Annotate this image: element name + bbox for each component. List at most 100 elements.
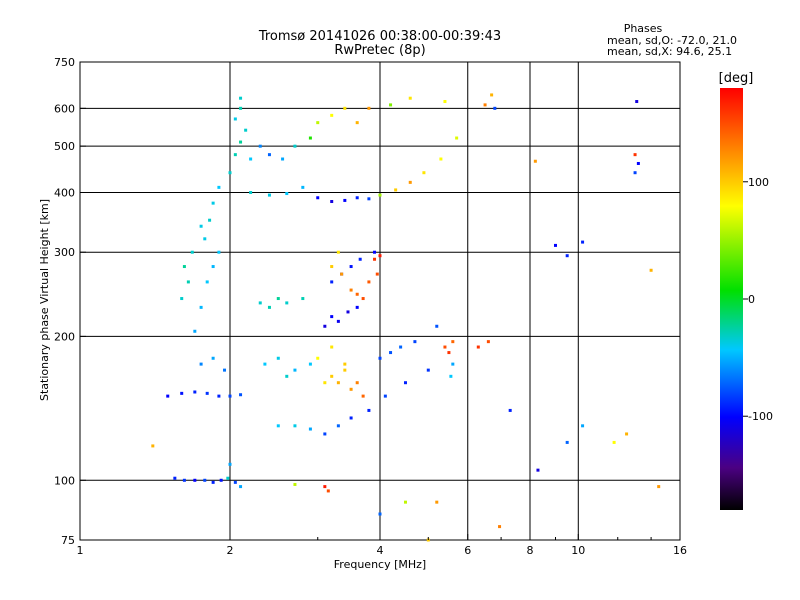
y-tick-label: 750 bbox=[54, 56, 75, 69]
data-point bbox=[378, 356, 382, 360]
data-point bbox=[258, 301, 262, 305]
data-point bbox=[308, 427, 312, 431]
data-point bbox=[217, 185, 221, 189]
data-point bbox=[649, 268, 653, 272]
data-point bbox=[217, 250, 221, 254]
phase-info-line-x: mean, sd,X: 94.6, 25.1 bbox=[607, 45, 732, 58]
data-point bbox=[239, 140, 243, 144]
data-point bbox=[343, 198, 347, 202]
data-point bbox=[343, 106, 347, 110]
data-point bbox=[336, 424, 340, 428]
data-point bbox=[330, 200, 334, 204]
data-point bbox=[293, 144, 297, 148]
data-point bbox=[182, 478, 186, 482]
data-point bbox=[285, 192, 289, 196]
data-point bbox=[636, 161, 640, 165]
data-point bbox=[249, 157, 253, 161]
data-point bbox=[373, 257, 377, 261]
data-point bbox=[239, 106, 243, 110]
data-point bbox=[439, 157, 443, 161]
data-point bbox=[199, 362, 203, 366]
data-point bbox=[330, 374, 334, 378]
data-point bbox=[399, 345, 403, 349]
data-point bbox=[276, 424, 280, 428]
data-point bbox=[301, 185, 305, 189]
data-point bbox=[565, 440, 569, 444]
data-point bbox=[451, 340, 455, 344]
data-point bbox=[378, 254, 382, 258]
data-point bbox=[208, 218, 212, 222]
data-point bbox=[355, 121, 359, 125]
data-point bbox=[239, 393, 243, 397]
data-point bbox=[389, 103, 393, 107]
x-tick-label: 6 bbox=[464, 544, 471, 557]
data-point bbox=[267, 153, 271, 157]
data-point bbox=[483, 103, 487, 107]
data-point bbox=[182, 265, 186, 269]
data-point bbox=[263, 362, 267, 366]
colorbar bbox=[720, 88, 743, 510]
data-point bbox=[403, 500, 407, 504]
data-point bbox=[435, 324, 439, 328]
data-point bbox=[228, 171, 232, 175]
data-point bbox=[205, 391, 209, 395]
x-axis-ticks: 1 2 4 6 8 10 16 bbox=[77, 534, 687, 557]
data-point bbox=[326, 489, 330, 493]
data-point bbox=[373, 250, 377, 254]
colorbar-tick-label: 100 bbox=[748, 176, 769, 189]
data-point bbox=[375, 272, 379, 276]
data-point bbox=[180, 297, 184, 301]
data-point bbox=[228, 394, 232, 398]
data-point bbox=[449, 374, 453, 378]
data-point bbox=[316, 121, 320, 125]
data-point bbox=[239, 485, 243, 489]
x-tick-label: 2 bbox=[227, 544, 234, 557]
data-point bbox=[476, 345, 480, 349]
data-point bbox=[211, 356, 215, 360]
data-point bbox=[151, 444, 155, 448]
data-point bbox=[190, 250, 194, 254]
data-point bbox=[612, 440, 616, 444]
data-point bbox=[228, 462, 232, 466]
data-point bbox=[355, 305, 359, 309]
data-point bbox=[349, 387, 353, 391]
data-point bbox=[336, 381, 340, 385]
y-tick-label: 500 bbox=[54, 140, 75, 153]
x-tick-label: 16 bbox=[673, 544, 687, 557]
data-point bbox=[173, 476, 177, 480]
data-point bbox=[193, 329, 197, 333]
data-point bbox=[355, 381, 359, 385]
data-point bbox=[233, 480, 237, 484]
data-point bbox=[308, 362, 312, 366]
x-tick-label: 1 bbox=[77, 544, 84, 557]
data-point bbox=[553, 243, 557, 247]
data-point bbox=[180, 391, 184, 395]
data-point bbox=[413, 340, 417, 344]
data-point bbox=[301, 297, 305, 301]
data-point bbox=[435, 500, 439, 504]
chart-subtitle: RwPretec (8p) bbox=[334, 43, 425, 58]
data-point bbox=[193, 390, 197, 394]
data-point bbox=[219, 478, 223, 482]
data-point bbox=[217, 394, 221, 398]
y-tick-label: 75 bbox=[61, 534, 75, 547]
y-tick-label: 100 bbox=[54, 474, 75, 487]
data-point bbox=[343, 362, 347, 366]
data-point bbox=[635, 100, 639, 104]
y-tick-label: 400 bbox=[54, 186, 75, 199]
y-axis-ticks: 75 100 200 300 400 500 600 750 bbox=[54, 56, 86, 547]
data-point bbox=[239, 96, 243, 100]
data-point bbox=[316, 356, 320, 360]
x-tick-label: 4 bbox=[377, 544, 384, 557]
data-point bbox=[281, 157, 285, 161]
data-point bbox=[355, 196, 359, 200]
data-point bbox=[267, 305, 271, 309]
data-point bbox=[533, 159, 537, 163]
data-point bbox=[383, 394, 387, 398]
data-point bbox=[276, 356, 280, 360]
data-point bbox=[293, 424, 297, 428]
data-point bbox=[203, 478, 207, 482]
data-point bbox=[394, 188, 398, 192]
colorbar-tick-label: -100 bbox=[748, 410, 773, 423]
